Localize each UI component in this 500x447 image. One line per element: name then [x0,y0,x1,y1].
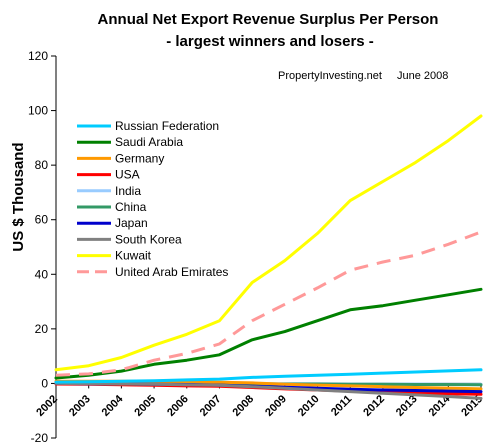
x-tick-label: 2008 [230,393,256,419]
x-tick-label: 2011 [329,393,354,418]
x-tick-label: 2010 [296,393,322,419]
chart-title: Annual Net Export Revenue Surplus Per Pe… [98,11,439,28]
series-line-south-korea [54,381,483,400]
x-tick-label: 2009 [263,393,289,419]
legend: Russian Federation Saudi Arabia Germany USA… [77,119,228,279]
legend-label: China [115,200,147,214]
x-tick-label: 2013 [394,393,420,419]
x-tick-label: 2003 [67,393,93,419]
x-tick-label: 2012 [361,393,387,419]
x-tick-label: 2004 [100,392,126,418]
y-tick-label: 100 [28,104,48,118]
annotation-source: PropertyInvesting.net [278,70,382,82]
chart-subtitle: - largest winners and losers - [166,33,374,50]
series-lines [54,114,483,400]
legend-label: USA [115,168,140,182]
legend-label: Russian Federation [115,119,219,133]
annotation-date: June 2008 [397,70,448,82]
y-tick-label: 0 [41,376,48,390]
y-axis-label: US $ Thousand [10,142,27,251]
legend-label: Japan [115,216,148,230]
series-line-kuwait [54,114,483,372]
y-tick-label: 80 [35,158,49,172]
y-tick-label: 40 [35,267,49,281]
legend-label: South Korea [115,232,182,246]
y-tick-label: 20 [35,322,49,336]
series-line-russian-federation [54,368,483,384]
series-line-united-arab-emirates [55,230,482,377]
legend-label: Kuwait [115,249,152,263]
legend-label: Saudi Arabia [115,135,183,149]
y-tick-label: 120 [28,49,48,63]
series-line-saudi-arabia [54,287,483,380]
y-tick-label: 60 [35,213,49,227]
y-tick-label: -20 [31,431,49,445]
y-ticks: -20 0 20 40 60 80 100 120 [28,49,56,445]
legend-label: United Arab Emirates [115,265,228,279]
x-tick-label: 2005 [132,393,158,419]
legend-label: India [115,184,141,198]
x-tick-label: 2007 [198,393,224,419]
legend-label: Germany [115,151,164,165]
x-tick-label: 2006 [165,393,191,419]
